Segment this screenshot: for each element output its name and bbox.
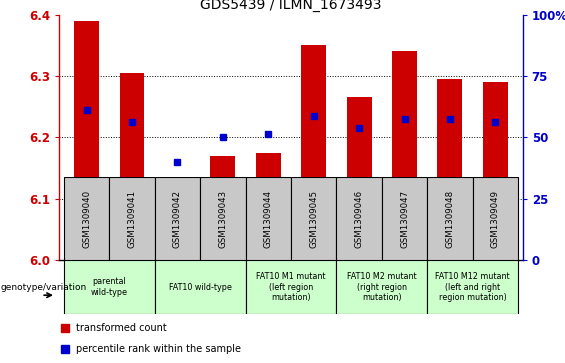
Text: FAT10 wild-type: FAT10 wild-type: [169, 283, 232, 291]
Text: GSM1309040: GSM1309040: [82, 189, 91, 248]
Bar: [346, 97, 372, 260]
Bar: [165, 227, 190, 260]
Text: parental
wild-type: parental wild-type: [91, 277, 128, 297]
Text: GSM1309046: GSM1309046: [355, 189, 364, 248]
Bar: [382, 177, 427, 260]
Bar: [437, 79, 462, 260]
Bar: [74, 21, 99, 260]
Text: genotype/variation: genotype/variation: [1, 283, 87, 291]
Text: GSM1309041: GSM1309041: [128, 189, 137, 248]
Bar: [427, 260, 518, 314]
Bar: [336, 177, 382, 260]
Bar: [291, 177, 336, 260]
Text: GSM1309045: GSM1309045: [309, 189, 318, 248]
Text: FAT10 M2 mutant
(right region
mutation): FAT10 M2 mutant (right region mutation): [347, 272, 416, 302]
Text: GSM1309047: GSM1309047: [400, 189, 409, 248]
Bar: [246, 177, 291, 260]
Bar: [246, 260, 336, 314]
Bar: [392, 52, 417, 260]
Text: FAT10 M1 mutant
(left region
mutation): FAT10 M1 mutant (left region mutation): [256, 272, 326, 302]
Text: GSM1309049: GSM1309049: [491, 189, 500, 248]
Title: GDS5439 / ILMN_1673493: GDS5439 / ILMN_1673493: [200, 0, 382, 12]
Text: percentile rank within the sample: percentile rank within the sample: [76, 344, 241, 354]
Text: GSM1309042: GSM1309042: [173, 189, 182, 248]
Bar: [256, 153, 281, 260]
Bar: [120, 73, 145, 260]
Text: GSM1309043: GSM1309043: [218, 189, 227, 248]
Bar: [483, 82, 508, 260]
Bar: [64, 260, 155, 314]
Bar: [473, 177, 518, 260]
Bar: [200, 177, 246, 260]
Bar: [210, 156, 236, 260]
Bar: [301, 45, 326, 260]
Bar: [336, 260, 427, 314]
Bar: [64, 177, 109, 260]
Text: transformed count: transformed count: [76, 323, 167, 333]
Text: GSM1309048: GSM1309048: [445, 189, 454, 248]
Bar: [155, 260, 246, 314]
Text: GSM1309044: GSM1309044: [264, 189, 273, 248]
Bar: [109, 177, 155, 260]
Bar: [155, 177, 200, 260]
Bar: [427, 177, 473, 260]
Text: FAT10 M12 mutant
(left and right
region mutation): FAT10 M12 mutant (left and right region …: [436, 272, 510, 302]
